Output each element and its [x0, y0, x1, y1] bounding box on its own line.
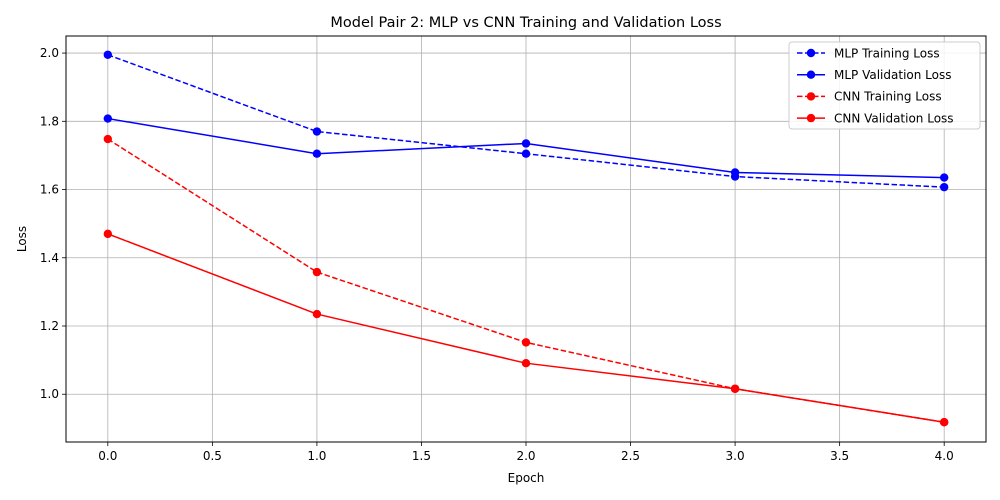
- data-point: [103, 134, 113, 144]
- data-point: [103, 114, 113, 123]
- y-axis-label: Loss: [15, 226, 29, 252]
- y-tick-label: 1.0: [40, 387, 59, 401]
- data-point: [521, 338, 531, 347]
- x-tick-label: 1.5: [412, 449, 431, 463]
- x-tick-label: 3.5: [830, 449, 849, 463]
- data-point: [730, 168, 740, 177]
- data-point: [939, 173, 949, 182]
- y-tick-label: 1.2: [40, 319, 59, 333]
- x-tick-label: 1.0: [307, 449, 326, 463]
- series-mlp-validation-loss: [103, 114, 949, 182]
- axis-ticks: 0.0 0.5 1.0 1.5 2.0 2.5 3.0 3.5 4.0 1.0 1.2 1.4 1.6 1…: [40, 46, 954, 463]
- legend-marker: [806, 70, 816, 79]
- legend-box: [788, 41, 981, 130]
- legend-label: MLP Validation Loss: [834, 68, 951, 82]
- data-point: [103, 229, 113, 239]
- series-layer: [103, 50, 949, 427]
- legend-entry-mlp-training-loss: MLP Training Loss: [797, 46, 940, 60]
- data-point: [939, 182, 949, 192]
- legend-marker: [806, 92, 816, 101]
- data-point: [312, 309, 322, 319]
- series-cnn-validation-loss: [103, 229, 949, 427]
- legend-label: MLP Training Loss: [834, 46, 940, 60]
- legend-label: CNN Validation Loss: [834, 111, 954, 125]
- y-tick-label: 1.6: [40, 183, 59, 197]
- y-tick-label: 1.4: [40, 251, 59, 265]
- x-tick-label: 0.0: [98, 449, 117, 463]
- data-point: [730, 384, 740, 393]
- x-axis-label: Epoch: [508, 471, 545, 485]
- legend-entry-cnn-validation-loss: CNN Validation Loss: [797, 111, 954, 125]
- x-tick-label: 3.0: [726, 449, 745, 463]
- legend-entry-mlp-validation-loss: MLP Validation Loss: [797, 68, 951, 82]
- data-point: [312, 267, 322, 277]
- data-point: [103, 50, 113, 59]
- data-point: [521, 139, 531, 148]
- y-tick-label: 1.8: [40, 114, 59, 128]
- legend-marker: [806, 48, 816, 58]
- legend-label: CNN Training Loss: [834, 90, 942, 104]
- data-point: [312, 127, 322, 136]
- legend-marker: [806, 113, 816, 123]
- data-point: [521, 358, 531, 368]
- chart-title: Model Pair 2: MLP vs CNN Training and Va…: [330, 15, 721, 31]
- legend-entry-cnn-training-loss: CNN Training Loss: [797, 90, 942, 104]
- data-point: [939, 418, 949, 427]
- data-point: [521, 149, 531, 158]
- x-tick-label: 4.0: [935, 449, 954, 463]
- y-tick-label: 2.0: [40, 46, 59, 60]
- x-tick-label: 0.5: [203, 449, 222, 463]
- x-tick-label: 2.5: [621, 449, 640, 463]
- x-tick-label: 2.0: [516, 449, 535, 463]
- legend: MLP Training Loss MLP Validation Loss CNN …: [788, 41, 981, 130]
- data-point: [312, 149, 322, 158]
